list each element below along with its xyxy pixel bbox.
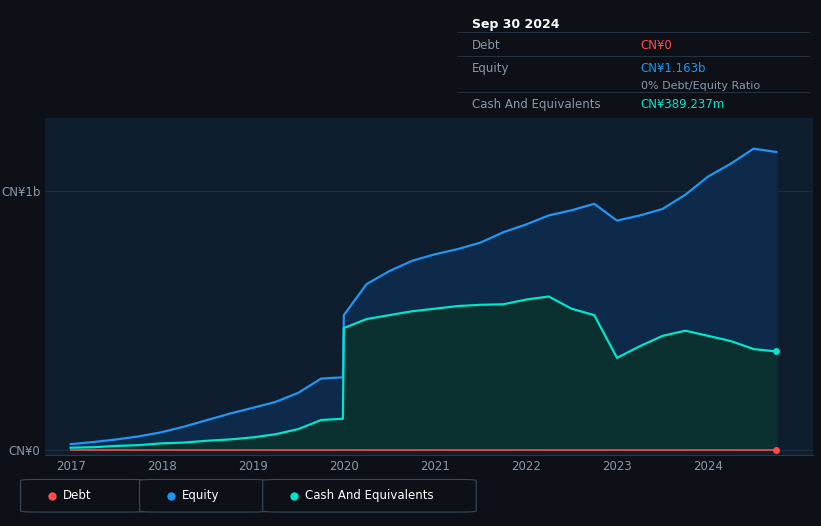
FancyBboxPatch shape: [263, 479, 476, 512]
Text: Debt: Debt: [472, 38, 501, 52]
Text: Equity: Equity: [472, 62, 510, 75]
Text: 0% Debt/Equity Ratio: 0% Debt/Equity Ratio: [641, 80, 760, 90]
Text: CN¥0: CN¥0: [641, 38, 672, 52]
Text: Debt: Debt: [63, 489, 92, 502]
FancyBboxPatch shape: [21, 479, 148, 512]
Text: Sep 30 2024: Sep 30 2024: [472, 18, 560, 31]
Text: CN¥1.163b: CN¥1.163b: [641, 62, 706, 75]
Text: Equity: Equity: [182, 489, 220, 502]
Text: Cash And Equivalents: Cash And Equivalents: [472, 98, 601, 111]
Text: CN¥389.237m: CN¥389.237m: [641, 98, 725, 111]
Text: Cash And Equivalents: Cash And Equivalents: [305, 489, 434, 502]
FancyBboxPatch shape: [140, 479, 267, 512]
